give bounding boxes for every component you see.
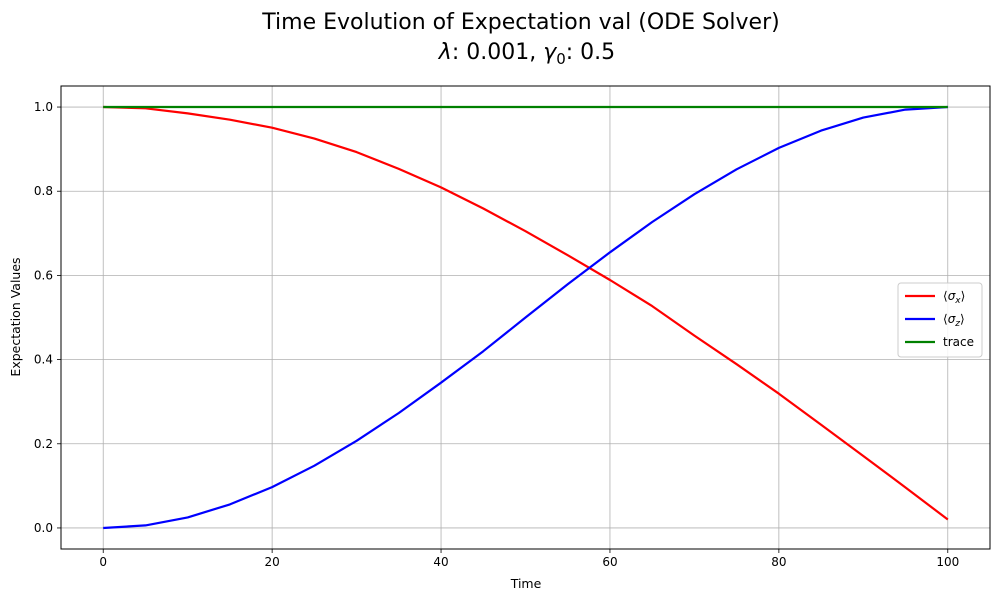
x-tick-label: 60: [602, 555, 617, 569]
x-tick-label: 20: [264, 555, 279, 569]
legend: ⟨σx⟩ ⟨σz⟩ trace: [897, 282, 983, 358]
y-tick-label: 0.2: [34, 437, 53, 451]
x-tick-label: 80: [771, 555, 786, 569]
y-axis-label: Expectation Values: [8, 257, 23, 376]
x-tick-label: 100: [936, 555, 959, 569]
series-line-1: [103, 105, 949, 521]
x-axis-label: Time: [510, 576, 542, 591]
x-tick-label: 40: [433, 555, 448, 569]
y-tick-label: 0.4: [34, 353, 53, 367]
chart-title-line1: Time Evolution of Expectation val (ODE S…: [261, 10, 779, 35]
legend-box: [897, 282, 983, 358]
y-tick-label: 0.6: [34, 268, 53, 282]
lambda-value: : 0.001,: [452, 40, 543, 65]
gamma-subscript: 0: [556, 50, 566, 68]
gamma-symbol: γ: [543, 40, 557, 65]
chart-title-line2: λ: 0.001, γ0: 0.5: [438, 40, 615, 68]
series-line-2: [103, 105, 948, 530]
y-tick-label: 1.0: [34, 100, 53, 114]
y-tick-label: 0.0: [34, 521, 53, 535]
plot-frame: [60, 85, 991, 550]
gamma-value: : 0.5: [566, 40, 615, 65]
x-tick-label: 0: [99, 555, 107, 569]
legend-label: ⟨σx⟩: [943, 289, 965, 306]
y-tick-label: 0.8: [34, 184, 53, 198]
y-axis-ticks: 0.0 0.2 0.4 0.6 0.8 1.0: [34, 100, 61, 535]
plot-lines: [103, 105, 949, 530]
legend-label: trace: [943, 335, 974, 349]
lambda-symbol: λ: [438, 40, 452, 65]
chart-title: Time Evolution of Expectation val (ODE S…: [261, 10, 779, 68]
x-axis-ticks: 0 20 40 60 80 100: [99, 549, 959, 569]
legend-label: ⟨σz⟩: [943, 312, 965, 329]
